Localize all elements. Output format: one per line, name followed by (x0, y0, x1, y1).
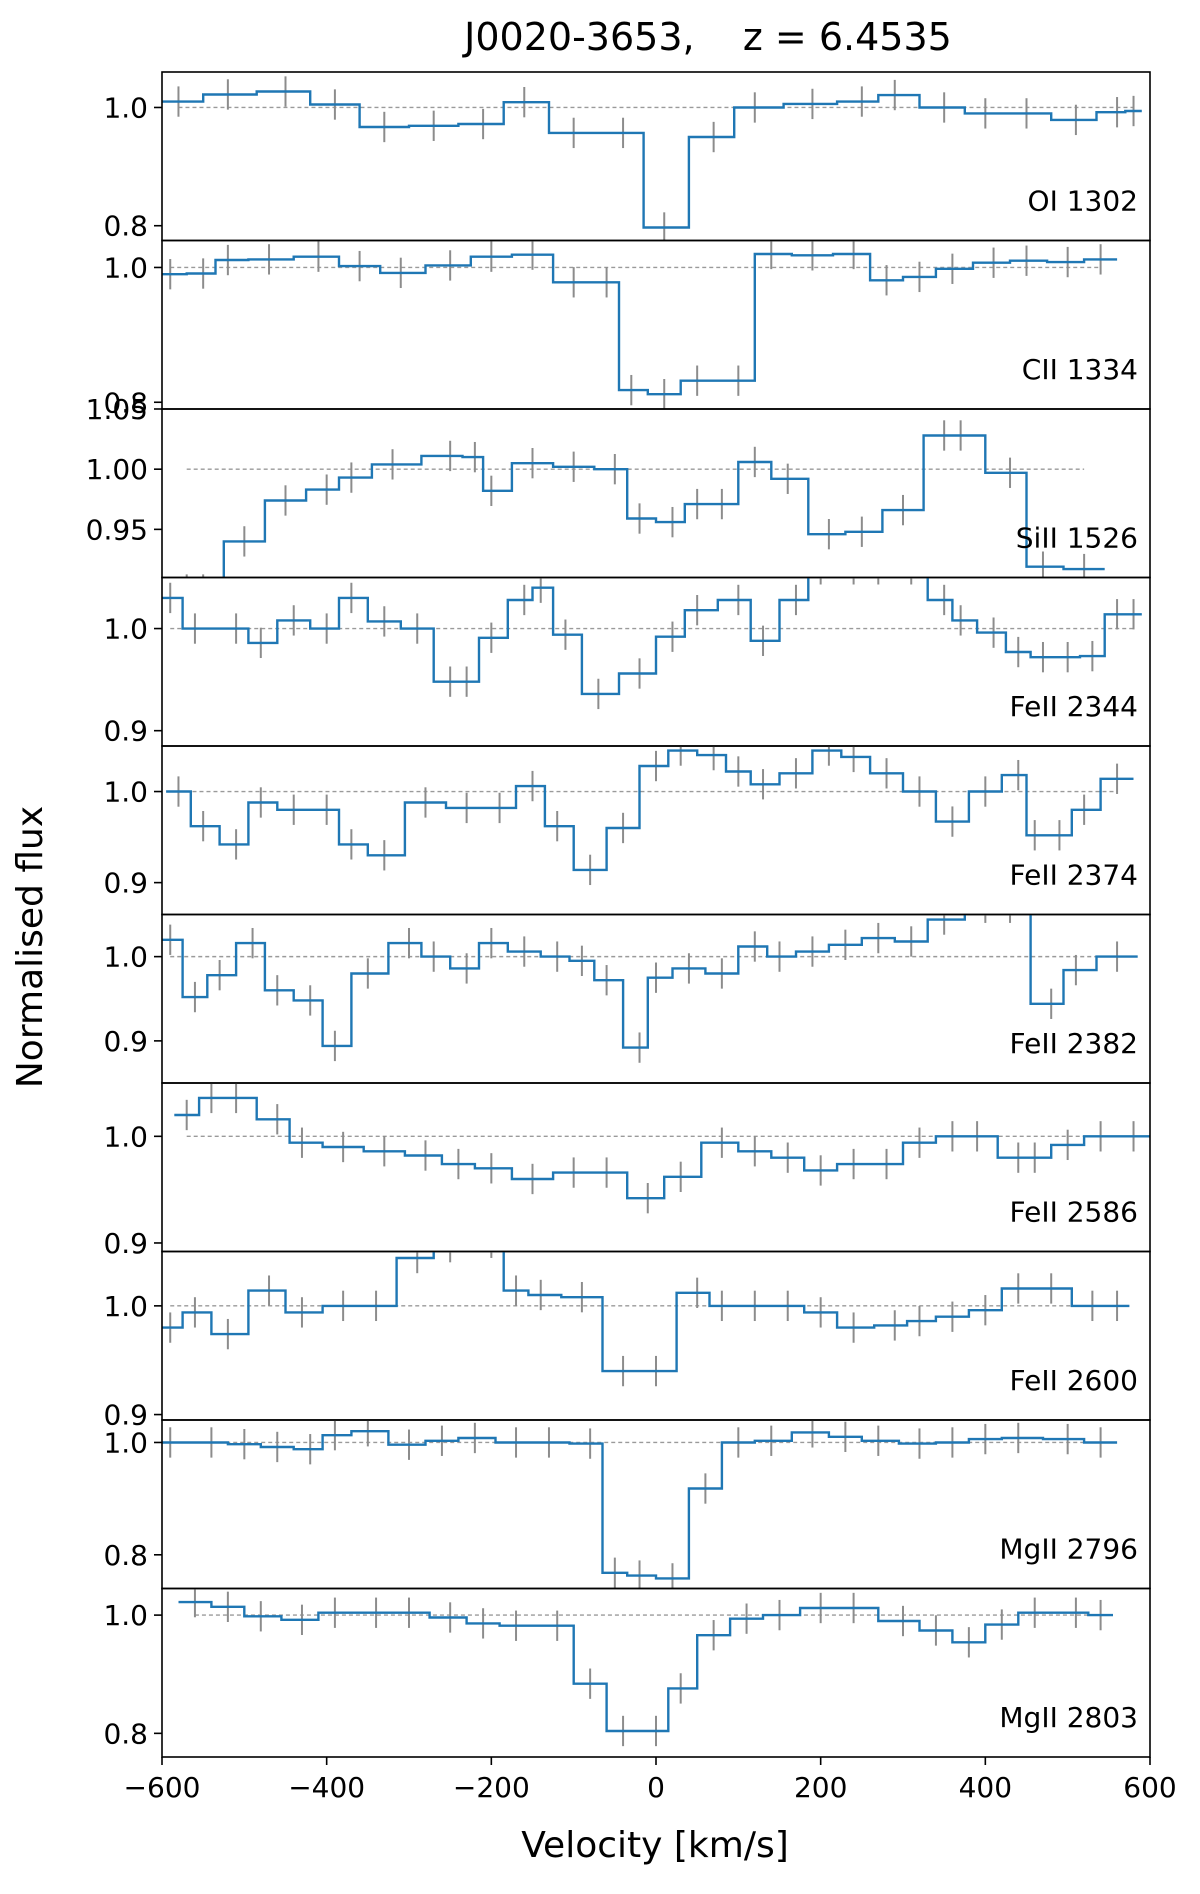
panel-frame (161, 239, 1151, 410)
panel-feii-2374: 0.9 1.0 FeII 2374 (103, 745, 1151, 916)
y-tick-label: 1.0 (103, 251, 148, 284)
y-tick-label: 0.9 (103, 1399, 148, 1432)
panel-feii-2382: 0.9 1.0 FeII 2382 (103, 913, 1151, 1084)
flux-step-line (222, 434, 1105, 578)
x-tick-label: 600 (1123, 1771, 1176, 1804)
panel-label: CII 1334 (1022, 353, 1138, 386)
panel-cii-1334: 0.8 1.0 CII 1334 (103, 239, 1151, 419)
y-tick-label: 1.05 (86, 393, 148, 426)
y-tick-label: 1.0 (103, 1120, 148, 1153)
panel-feii-2344: 0.9 1.0 FeII 2344 (103, 576, 1151, 748)
y-tick-label: 1.0 (103, 613, 148, 646)
y-tick-label: 0.8 (103, 1717, 148, 1750)
panel-label: FeII 2586 (1010, 1196, 1138, 1229)
panel-label: FeII 2374 (1010, 859, 1138, 892)
flux-step-line (166, 749, 1134, 872)
x-axis-label: Velocity [km/s] (521, 1825, 789, 1866)
x-tick-label: −600 (124, 1771, 201, 1804)
panel-mgii-2796: 0.8 1.0 MgII 2796 (103, 1419, 1151, 1590)
flux-step-line (162, 1251, 1130, 1373)
y-tick-label: 1.0 (103, 941, 148, 974)
panels-group: 0.8 1.0 OI 1302 0.8 1.0 CII 1334 0.95 1.00 1.05 S… (86, 71, 1151, 1765)
y-tick-label: 0.9 (103, 867, 148, 900)
panel-feii-2586: 0.9 1.0 FeII 2586 (103, 1082, 1151, 1260)
x-tick-label: 200 (794, 1771, 847, 1804)
panel-label: SiII 1526 (1016, 522, 1138, 555)
flux-step-line (162, 90, 1142, 229)
y-tick-label: 0.8 (103, 386, 148, 419)
panel-frame (161, 1082, 1151, 1253)
x-tick-label: 400 (959, 1771, 1012, 1804)
flux-step-line (162, 914, 1138, 1049)
panel-oi-1302: 0.8 1.0 OI 1302 (103, 71, 1151, 243)
panel-feii-2600: 0.9 1.0 FeII 2600 (103, 1250, 1151, 1432)
panel-label: OI 1302 (1028, 185, 1138, 218)
y-tick-label: 1.00 (86, 453, 148, 486)
y-axis-label: Normalised flux (10, 806, 51, 1088)
panel-label: MgII 2796 (999, 1533, 1138, 1566)
y-tick-label: 1.0 (103, 91, 148, 124)
figure-title: J0020-3653, z = 6.4535 (462, 15, 952, 59)
y-tick-label: 0.9 (103, 1025, 148, 1058)
y-tick-label: 1.0 (103, 1599, 148, 1632)
y-tick-label: 0.9 (103, 715, 148, 748)
x-tick-label: −200 (453, 1771, 530, 1804)
flux-step-line (178, 1600, 1113, 1733)
y-tick-label: 0.95 (86, 513, 148, 546)
y-tick-label: 0.8 (103, 1539, 148, 1572)
panel-frame (161, 408, 1151, 579)
x-tick-label: 0 (647, 1771, 665, 1804)
y-tick-label: 1.0 (103, 776, 148, 809)
y-tick-label: 1.0 (103, 1426, 148, 1459)
y-tick-label: 0.8 (103, 210, 148, 243)
panel-siii-1526: 0.95 1.00 1.05 SiII 1526 (86, 393, 1151, 579)
flux-step-line (162, 577, 1142, 696)
y-tick-label: 1.0 (103, 1290, 148, 1323)
flux-step-line (162, 252, 1118, 396)
flux-step-line (162, 1430, 1118, 1580)
y-tick-label: 0.9 (103, 1227, 148, 1260)
panel-label: MgII 2803 (999, 1701, 1138, 1734)
panel-label: FeII 2600 (1010, 1364, 1138, 1397)
panel-frame (161, 1250, 1151, 1421)
panel-label: FeII 2344 (1010, 690, 1138, 723)
x-tick-label: −400 (288, 1771, 365, 1804)
flux-step-line (174, 1096, 1150, 1200)
panel-mgii-2803: 0.8 1.0 MgII 2803 (103, 1587, 1151, 1765)
x-axis: −600 −400 −200 0 200 400 600 (124, 1771, 1177, 1804)
panel-label: FeII 2382 (1010, 1027, 1138, 1060)
